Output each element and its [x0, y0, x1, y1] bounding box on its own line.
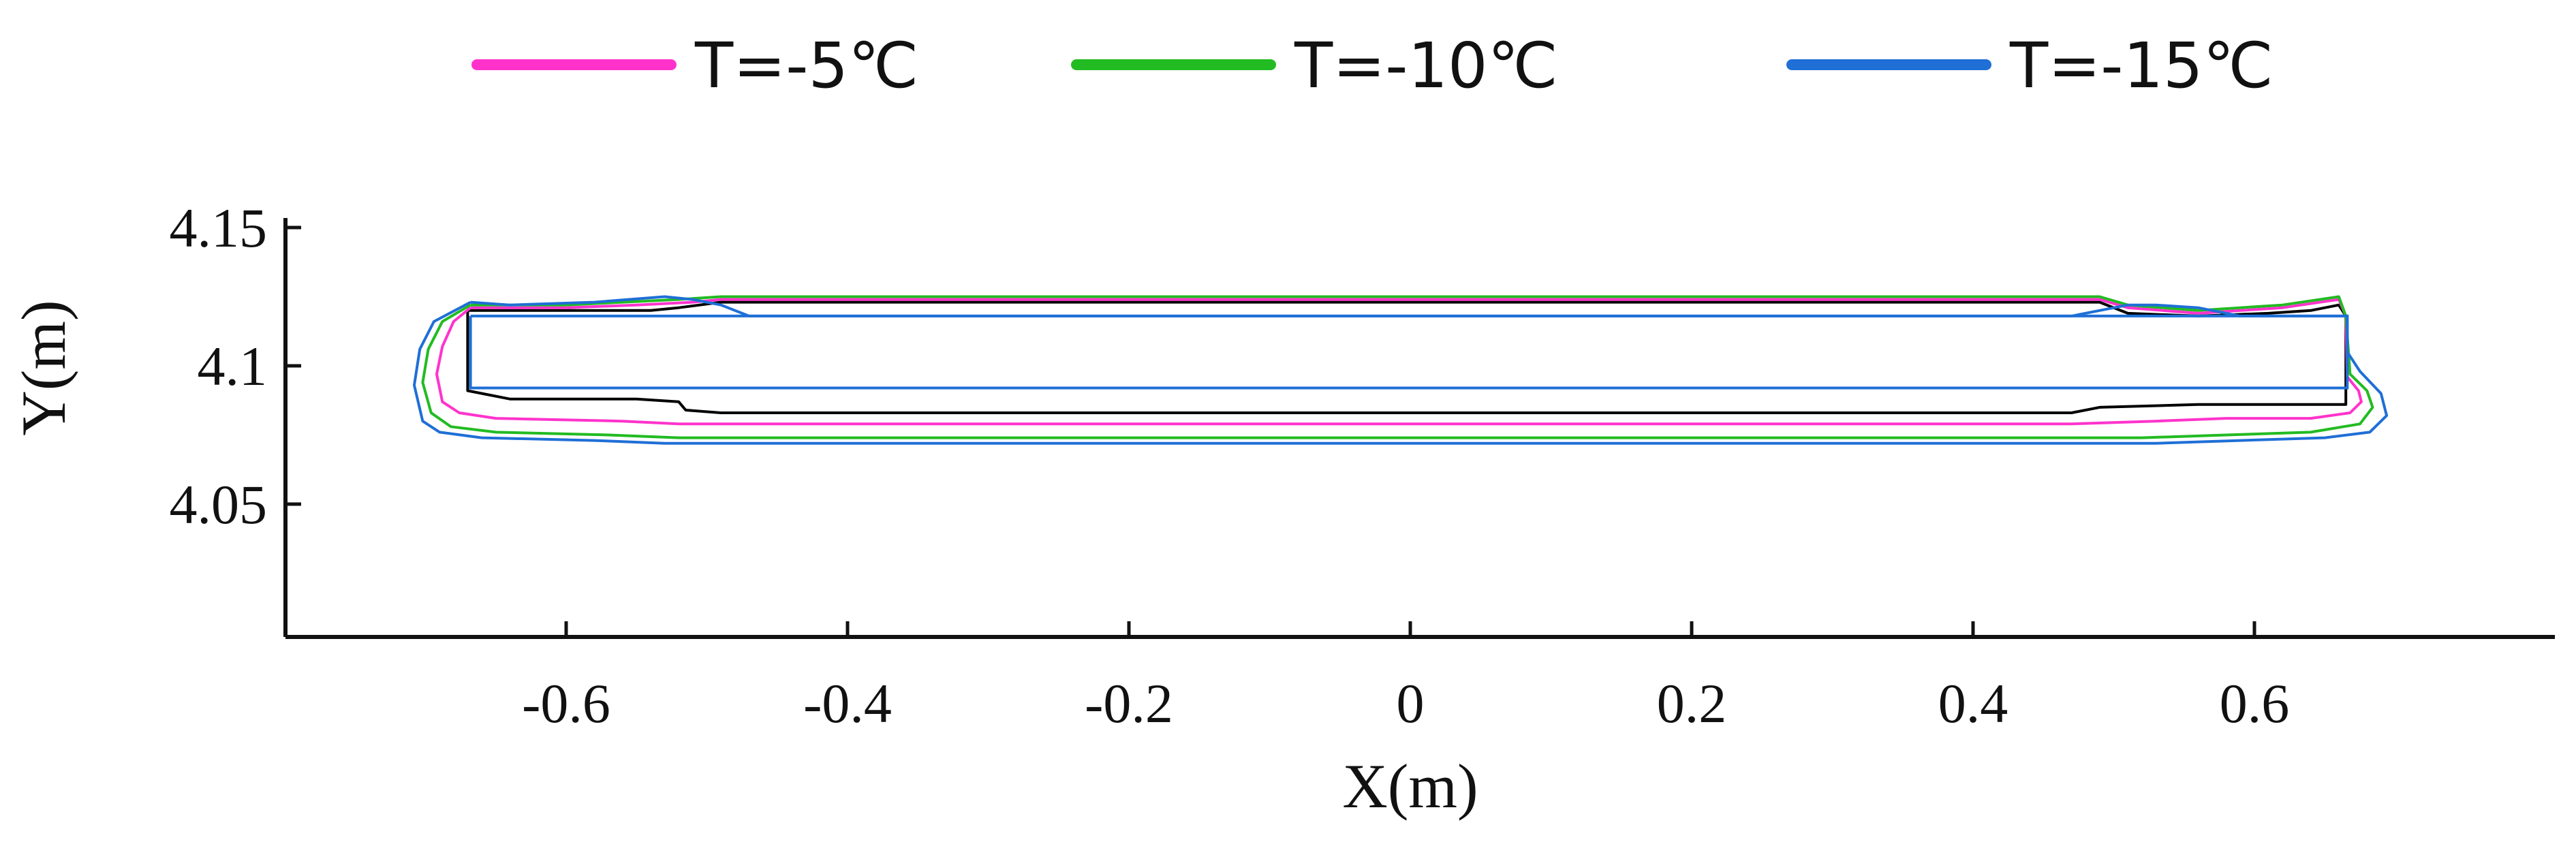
y-axis-title: Y(m) — [9, 300, 78, 435]
x-axis-title: X(m) — [1342, 751, 1478, 821]
series-line-3 — [413, 295, 2389, 445]
x-tick-label: -0.4 — [803, 672, 892, 734]
x-tick-label: 0.6 — [2220, 672, 2290, 734]
x-tick-label: 0.2 — [1657, 672, 1727, 734]
y-tick-label: 4.05 — [170, 473, 268, 535]
y-tick-label: 4.1 — [198, 335, 268, 397]
y-ticks: 4.05 4.1 4.15 — [170, 197, 301, 535]
x-tick-label: -0.6 — [522, 672, 610, 734]
y-tick-label: 4.15 — [170, 197, 268, 259]
legend-label: T=-5℃ — [694, 29, 918, 102]
legend-label: T=-15℃ — [2009, 29, 2274, 102]
x-ticks: -0.6 -0.4 -0.2 0 0.2 0.4 0.6 — [522, 621, 2289, 734]
plot-area — [413, 295, 2389, 445]
legend-label: T=-10℃ — [1294, 29, 1558, 102]
series-line-1 — [435, 298, 2363, 426]
box-outline — [469, 314, 2349, 390]
series-line-0 — [466, 300, 2348, 414]
x-tick-label: -0.2 — [1085, 672, 1173, 734]
legend: T=-5℃ T=-10℃ T=-15℃ — [471, 29, 2274, 102]
x-tick-label: 0 — [1397, 672, 1425, 734]
x-tick-label: 0.4 — [1938, 672, 2008, 734]
axes — [283, 218, 2555, 639]
series-line-2 — [421, 295, 2374, 439]
